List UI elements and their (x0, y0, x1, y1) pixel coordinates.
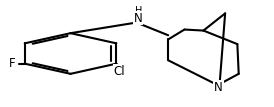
Text: H: H (135, 6, 142, 16)
Text: F: F (9, 57, 16, 70)
Text: Cl: Cl (113, 65, 125, 78)
Text: N: N (214, 81, 223, 94)
Text: N: N (134, 12, 143, 25)
